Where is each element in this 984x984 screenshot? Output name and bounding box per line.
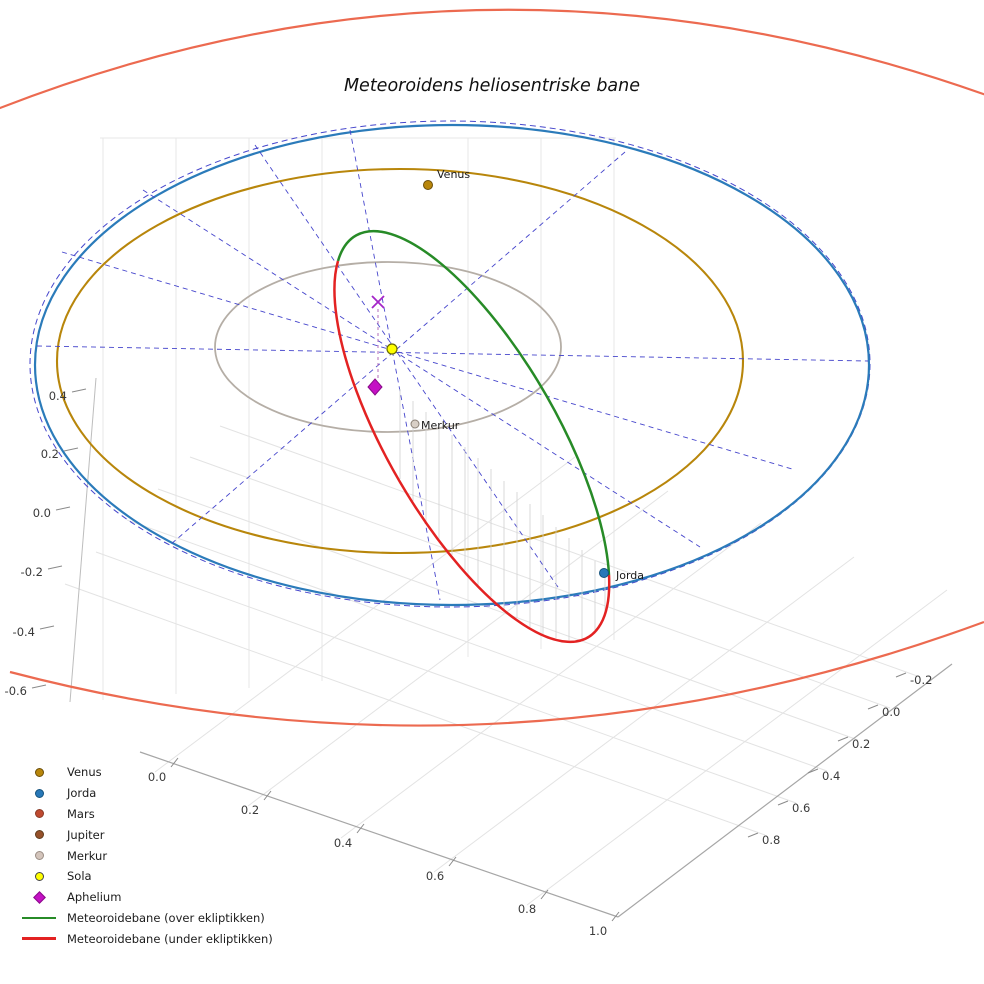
merkur-point-label: Merkur: [421, 419, 460, 432]
legend-label: Meteoroidebane (under ekliptikken): [67, 931, 273, 946]
legend-label: Jupiter: [67, 827, 105, 842]
merkur-point: [410, 419, 420, 429]
stem-lines: [399, 389, 606, 640]
x-axis-tick-label: 0.2: [241, 803, 259, 817]
x-axis-tick-label: 1.0: [589, 924, 607, 938]
wall-grid-lines: [100, 137, 616, 700]
legend-label: Merkur: [67, 848, 108, 863]
orbits-layer: [0, 8, 984, 727]
legend-item: Aphelium: [24, 887, 273, 908]
legend-dot-marker: [24, 788, 54, 798]
legend-dot-marker: [24, 851, 54, 861]
legend-label: Sola: [67, 869, 92, 884]
x-axis-line: [139, 751, 619, 918]
y-axis-tick-label: 0.2: [852, 737, 870, 751]
y-axis-tick-label: 0.0: [882, 705, 900, 719]
tick-labels-layer: 0.0 0.2 0.4 0.6 0.8 1.0 -0.2 0.0 0.2 0.4 0.6 0.8 0.4…: [5, 389, 933, 938]
jorda-point-label: Jorda: [615, 569, 644, 582]
floor-grid-y: [154, 456, 948, 906]
legend-item: Jorda: [24, 783, 273, 804]
legend-item: Mars: [24, 804, 273, 825]
legend-label: Mars: [67, 806, 95, 821]
mars-orbit-bottom-arc: [9, 620, 984, 727]
x-axis-tick-label: 0.4: [334, 836, 352, 850]
legend: Venus Jorda Mars Jupiter Merkur Sola Aphelium M…: [22, 762, 273, 949]
x-axis-tick-label: 0.0: [148, 770, 166, 784]
venus-orbit: [55, 167, 745, 555]
jorda-point: [599, 568, 609, 578]
z-axis-line: [69, 377, 97, 703]
y-axis-line: [617, 663, 953, 918]
merkur-orbit: [214, 261, 562, 433]
meteoroid-orbit-below-ecliptic: [333, 260, 611, 644]
x-axis-tick-label: 0.8: [518, 902, 536, 916]
legend-item: Meteoroidebane (under ekliptikken): [22, 928, 273, 949]
y-axis-tick-label: 0.4: [822, 769, 840, 783]
node-x-marker: [371, 295, 385, 309]
labels-layer: Venus Merkur Jorda: [421, 168, 644, 582]
meteoroid-orbit-above-ecliptic: [336, 229, 611, 576]
radial-guide-lines: [36, 129, 869, 601]
x-axis-tick-label: 0.6: [426, 869, 444, 883]
legend-label: Meteoroidebane (over ekliptikken): [67, 910, 265, 925]
sola-point: [386, 343, 398, 355]
aphelium-point: [367, 378, 383, 396]
legend-diamond-marker: [24, 890, 54, 904]
y-axis-tick-label: 0.8: [762, 833, 780, 847]
legend-item: Merkur: [24, 845, 273, 866]
legend-line-marker: [22, 916, 56, 920]
jorda-orbit: [33, 123, 871, 607]
z-axis-tick-label: 0.4: [49, 389, 67, 403]
legend-line-marker: [22, 937, 56, 941]
legend-label: Aphelium: [67, 890, 122, 905]
z-axis-tick-label: -0.4: [13, 625, 35, 639]
meteoroid-layer: [333, 229, 611, 644]
legend-dot-marker: [24, 830, 54, 840]
legend-label: Venus: [67, 765, 102, 780]
y-tick-marks: [747, 672, 907, 838]
mars-orbit-top-arc: [0, 8, 984, 110]
z-axis-tick-label: 0.2: [41, 447, 59, 461]
z-axis-tick-label: -0.2: [21, 565, 43, 579]
legend-item: Sola: [24, 866, 273, 887]
legend-dot-marker: [24, 767, 54, 777]
legend-dot-marker: [24, 871, 54, 881]
z-axis-tick-label: 0.0: [33, 506, 51, 520]
y-axis-tick-label: -0.2: [910, 673, 932, 687]
markers-layer: [367, 180, 609, 578]
z-axis-tick-label: -0.6: [5, 684, 27, 698]
legend-item: Venus: [24, 762, 273, 783]
legend-item: Meteoroidebane (over ekliptikken): [22, 908, 273, 929]
x-tick-marks: [170, 757, 620, 922]
y-axis-tick-label: 0.6: [792, 801, 810, 815]
z-tick-marks: [31, 388, 87, 689]
legend-dot-marker: [24, 809, 54, 819]
legend-label: Jorda: [67, 786, 97, 801]
legend-item: Jupiter: [24, 824, 273, 845]
chart-title: Meteoroidens heliosentriske bane: [343, 76, 641, 96]
venus-point: [423, 180, 433, 190]
venus-point-label: Venus: [437, 168, 470, 181]
